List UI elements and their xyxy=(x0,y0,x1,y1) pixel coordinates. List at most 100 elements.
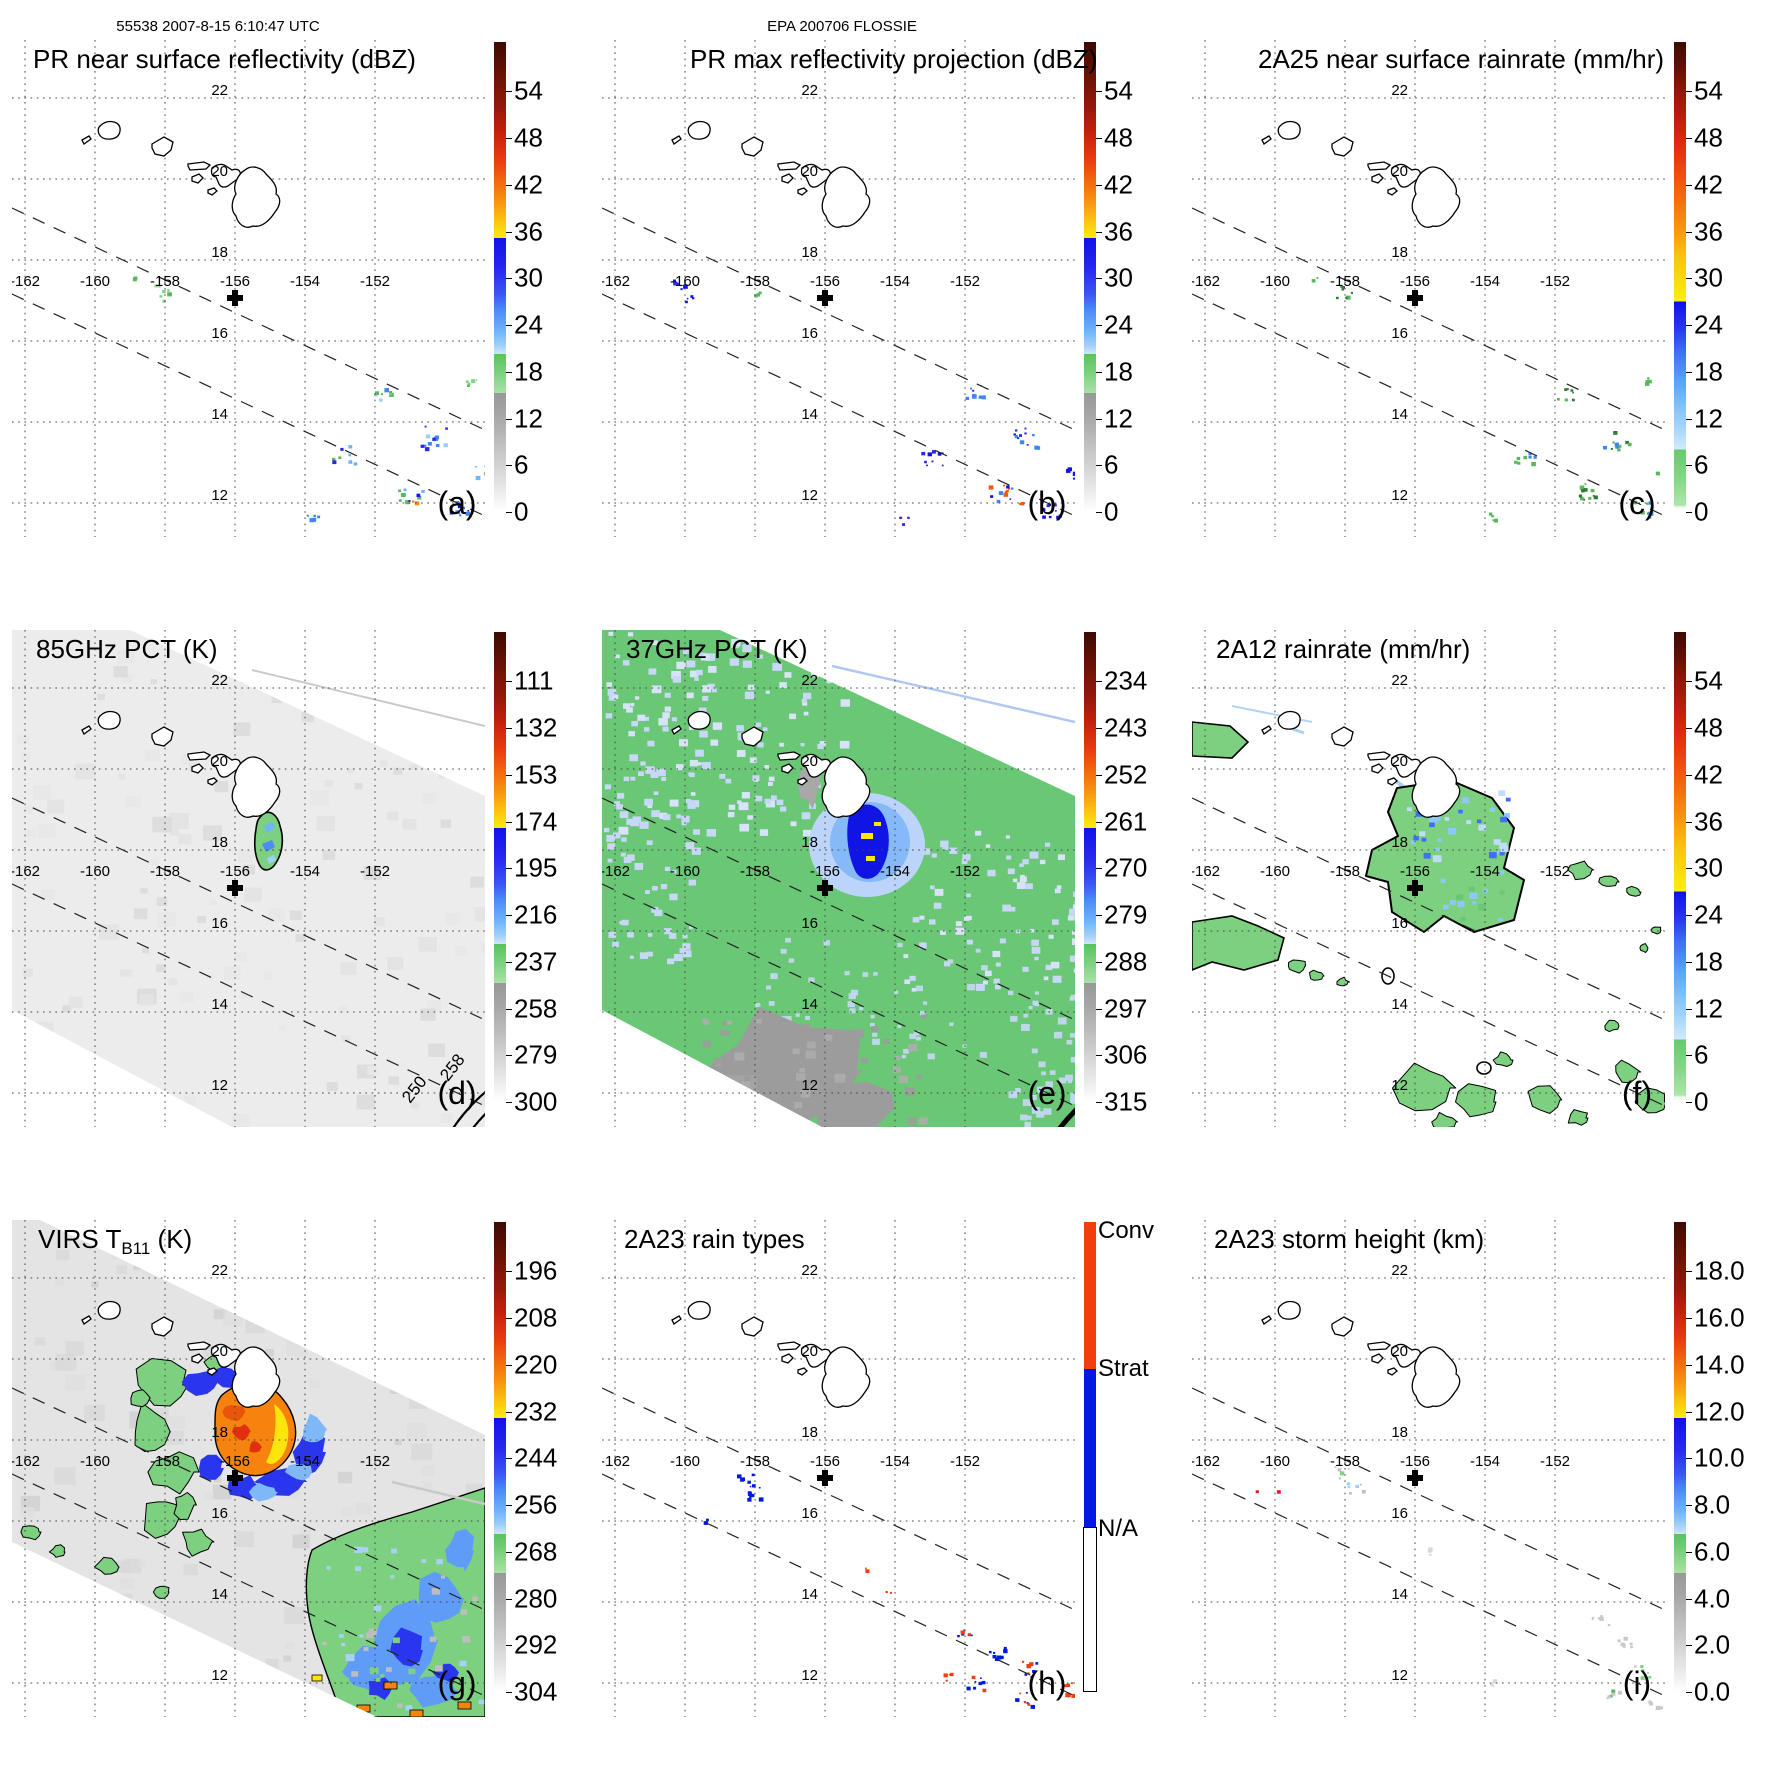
raintype-label: N/A xyxy=(1098,1515,1139,1543)
colorbar-tick xyxy=(506,184,512,186)
data-specks xyxy=(132,276,485,523)
colorbar-tick xyxy=(1686,231,1692,233)
lon-label: -152 xyxy=(1540,1453,1570,1470)
colorbar-tick-label: 300 xyxy=(514,1086,558,1117)
colorbar-tick xyxy=(1686,512,1692,513)
colorbar-tick xyxy=(506,681,512,683)
colorbar-tick xyxy=(1686,821,1692,823)
lon-label: -154 xyxy=(1470,863,1500,880)
panel-letter: (b) xyxy=(1027,485,1066,521)
panel-title-c: 2A25 near surface rainrate (mm/hr) xyxy=(1258,44,1665,74)
colorbar-tick xyxy=(1686,1692,1692,1693)
storm-name-header: EPA 200706 FLOSSIE xyxy=(767,18,917,35)
colorbar-tick-label: 18 xyxy=(1694,946,1723,977)
map-i: -162 -160 -158 -156 -154 -152 22 20 18 16 14 12 (i) xyxy=(1192,1220,1665,1717)
colorbar-tick xyxy=(1096,418,1102,420)
colorbar-tick-label: 306 xyxy=(1104,1039,1148,1070)
colorbar-tick xyxy=(1686,1008,1692,1010)
data-specks xyxy=(703,1473,1075,1709)
colorbar-tick xyxy=(1096,231,1102,233)
colorbar-tick xyxy=(1686,1364,1692,1366)
lon-label: -152 xyxy=(1540,863,1570,880)
colorbar-tick-label: 18.0 xyxy=(1694,1255,1745,1286)
colorbar-d xyxy=(494,632,506,1102)
colorbar-tick xyxy=(506,512,512,513)
lon-label: -156 xyxy=(1400,1453,1430,1470)
colorbar-tick xyxy=(1096,1008,1102,1010)
lat-label: 12 xyxy=(801,1667,818,1684)
lat-label: 18 xyxy=(211,244,228,261)
colorbar-tick-label: 174 xyxy=(514,806,558,837)
lon-label: -154 xyxy=(880,863,910,880)
raintype-label: Strat xyxy=(1098,1355,1149,1383)
colorbar-tick xyxy=(1686,325,1692,327)
colorbar-tick-label: 304 xyxy=(514,1676,558,1707)
lon-label: -158 xyxy=(150,273,180,290)
hawaii-islands-outline xyxy=(671,1300,871,1408)
colorbar-tick-label: 6 xyxy=(1694,449,1709,480)
colorbar-tick-label: 54 xyxy=(1104,75,1133,106)
colorbar-tick xyxy=(1096,1055,1102,1057)
lon-label: -154 xyxy=(880,273,910,290)
lat-label: 14 xyxy=(801,996,818,1013)
lat-label: 16 xyxy=(211,915,228,932)
colorbar-tick xyxy=(506,1458,512,1460)
colorbar-tick xyxy=(506,465,512,467)
storm-center-cross xyxy=(227,880,243,896)
lat-label: 16 xyxy=(1391,915,1408,932)
data-specks xyxy=(1311,277,1660,523)
lon-label: -160 xyxy=(670,1453,700,1470)
colorbar-tick xyxy=(1686,418,1692,420)
colorbar-tick-label: 0 xyxy=(514,496,529,527)
lon-label: -154 xyxy=(1470,273,1500,290)
colorbar-tick-label: 12 xyxy=(1694,403,1723,434)
lon-label: -162 xyxy=(1192,863,1220,880)
lon-label: -160 xyxy=(80,863,110,880)
colorbar-h xyxy=(1083,1222,1097,1692)
lon-label: -156 xyxy=(220,273,250,290)
colorbar-tick-label: 0.0 xyxy=(1694,1676,1731,1707)
colorbar-tick-label: 8.0 xyxy=(1694,1489,1731,1520)
colorbar-tick-label: 244 xyxy=(514,1442,558,1473)
colorbar-tick xyxy=(1686,1102,1692,1103)
colorbar-tick xyxy=(1096,821,1102,823)
colorbar-tick xyxy=(1686,1411,1692,1413)
colorbar-tick xyxy=(506,1364,512,1366)
storm-center-cross xyxy=(817,1470,833,1486)
storm-center-cross xyxy=(817,290,833,306)
panel-g: VIRS TB11 (K) -162 -160 -158 -156 -154 -152 22 2… xyxy=(0,1180,590,1770)
colorbar-tick xyxy=(1096,728,1102,730)
storm-center-cross xyxy=(1407,1470,1423,1486)
colorbar-tick-label: 252 xyxy=(1104,759,1148,790)
colorbar-tick-label: 18 xyxy=(514,356,543,387)
colorbar-tick xyxy=(1096,184,1102,186)
colorbar-tick xyxy=(506,91,512,93)
lat-label: 18 xyxy=(801,1424,818,1441)
colorbar-tick-label: 12 xyxy=(1694,993,1723,1024)
lon-label: -152 xyxy=(950,273,980,290)
map-h: -162 -160 -158 -156 -154 -152 22 20 18 16 14 12 (h) xyxy=(602,1220,1075,1717)
colorbar-tick xyxy=(1096,465,1102,467)
colorbar-tick-label: 24 xyxy=(514,309,543,340)
pr-swath-edge-lines xyxy=(12,797,485,1107)
lat-label: 20 xyxy=(211,753,228,770)
lon-label: -158 xyxy=(740,863,770,880)
lat-label: 16 xyxy=(1391,325,1408,342)
colorbar-tick-label: 2.0 xyxy=(1694,1629,1731,1660)
panel-letter: (f) xyxy=(1622,1075,1652,1111)
map-c: -162 -160 -158 -156 -154 -152 22 20 18 16 14 12 (c) xyxy=(1192,40,1665,537)
lat-label: 14 xyxy=(1391,996,1408,1013)
lon-label: -158 xyxy=(150,863,180,880)
lon-label: -160 xyxy=(670,273,700,290)
colorbar-tick xyxy=(506,868,512,870)
lon-label: -162 xyxy=(12,863,40,880)
colorbar-g xyxy=(494,1222,506,1692)
lon-label: -156 xyxy=(220,1453,250,1470)
colorbar-tick-label: 36 xyxy=(514,216,543,247)
pr-swath-edge-lines xyxy=(12,1387,485,1697)
colorbar-tick-label: 6 xyxy=(1694,1039,1709,1070)
panel-title-b: PR max reflectivity projection (dBZ) xyxy=(690,44,1098,74)
lat-label: 22 xyxy=(211,1262,228,1279)
lat-label: 22 xyxy=(801,672,818,689)
